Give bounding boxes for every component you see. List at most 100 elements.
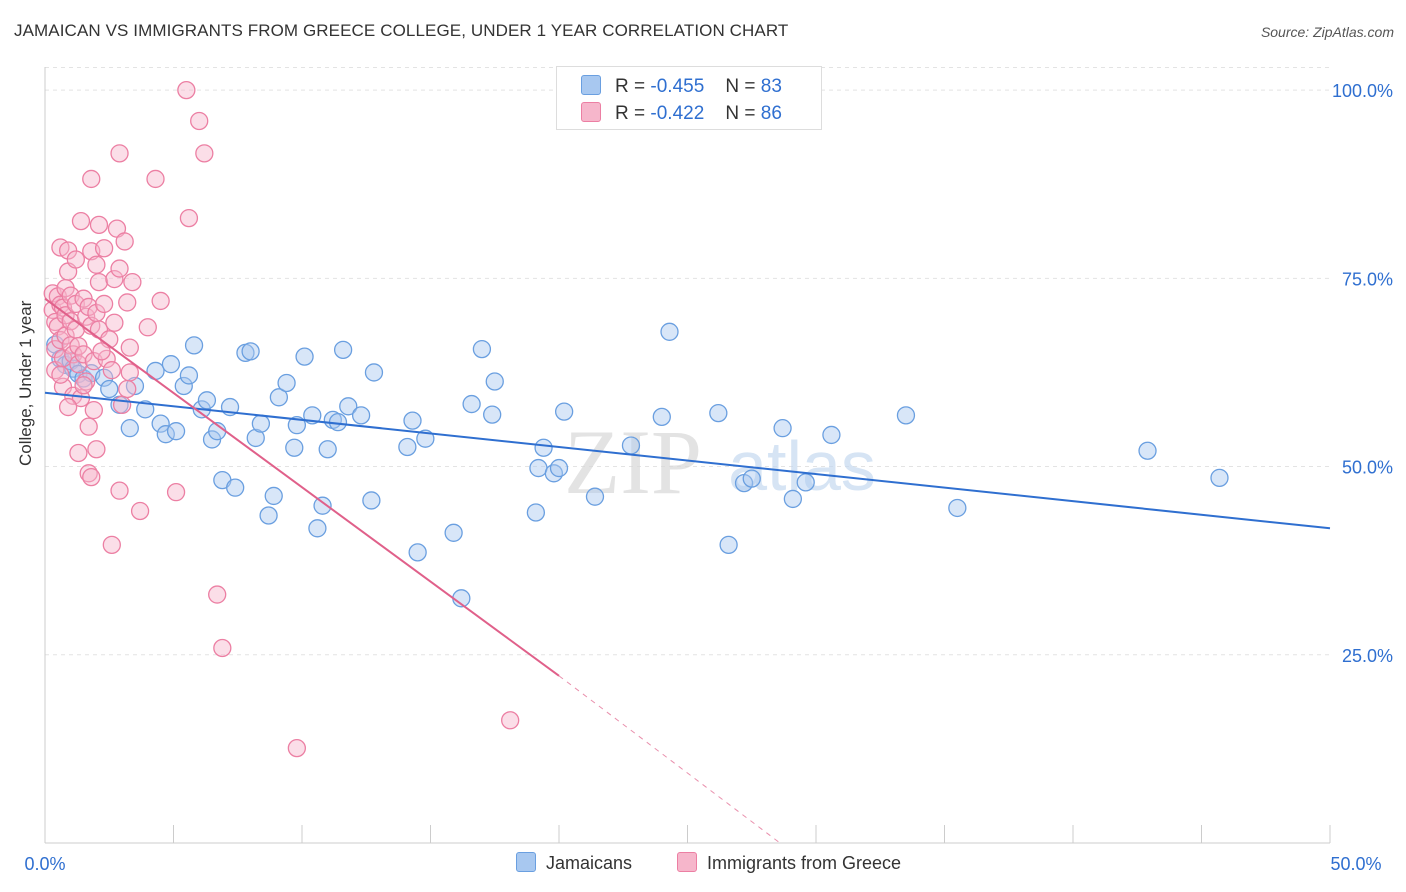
point-jamaicans bbox=[184, 336, 204, 355]
point-greece bbox=[71, 211, 91, 231]
tick-labels: 25.0% 50.0% 75.0% 100.0% 0.0% 50.0% bbox=[24, 81, 1393, 874]
point-jamaicans bbox=[251, 414, 271, 433]
point-greece bbox=[287, 738, 307, 758]
point-jamaicans bbox=[621, 436, 641, 455]
point-greece bbox=[118, 293, 137, 312]
point-greece bbox=[138, 318, 157, 337]
point-jamaicans bbox=[709, 403, 728, 423]
point-jamaicans bbox=[259, 506, 278, 525]
point-greece bbox=[84, 400, 103, 420]
point-jamaicans bbox=[333, 340, 353, 360]
point-greece bbox=[82, 169, 101, 189]
point-jamaicans bbox=[351, 406, 371, 425]
y-tick-label: 25.0% bbox=[1342, 646, 1393, 666]
point-jamaicans bbox=[796, 473, 815, 492]
point-jamaicans bbox=[313, 496, 332, 515]
point-jamaicans bbox=[179, 366, 199, 385]
legend-r-label: R = bbox=[615, 103, 646, 124]
point-jamaicans bbox=[403, 411, 422, 430]
point-greece bbox=[130, 501, 150, 521]
point-jamaicans bbox=[529, 458, 548, 478]
point-jamaicans bbox=[416, 429, 435, 448]
legend-r-value: -0.455 bbox=[650, 76, 705, 97]
point-greece bbox=[195, 144, 214, 163]
point-greece bbox=[166, 483, 186, 502]
point-greece bbox=[56, 326, 75, 345]
y-tick-label: 75.0% bbox=[1342, 269, 1393, 289]
legend-n-value: 83 bbox=[760, 76, 782, 97]
point-jamaicans bbox=[444, 523, 463, 542]
point-jamaicans bbox=[161, 355, 181, 374]
point-greece bbox=[179, 208, 199, 228]
point-jamaicans bbox=[544, 464, 564, 483]
point-greece bbox=[213, 638, 232, 658]
point-jamaicans bbox=[277, 373, 296, 393]
point-greece bbox=[115, 232, 134, 251]
point-jamaicans bbox=[364, 363, 384, 382]
legend-swatch-pink bbox=[581, 102, 601, 122]
source-label: Source: ZipAtlas.com bbox=[1260, 24, 1394, 40]
y-axis-label: College, Under 1 year bbox=[16, 300, 35, 466]
legend-row-jamaicans: R = -0.455 N = 83 bbox=[581, 75, 782, 99]
point-jamaicans bbox=[295, 347, 314, 366]
point-jamaicans bbox=[339, 397, 358, 416]
point-jamaicans bbox=[151, 414, 170, 433]
point-jamaicans bbox=[285, 438, 304, 457]
point-greece bbox=[51, 365, 70, 384]
point-greece bbox=[87, 440, 106, 459]
chart-title: JAMAICAN VS IMMIGRANTS FROM GREECE COLLE… bbox=[14, 21, 789, 40]
legend-n-label: N = bbox=[725, 103, 756, 124]
point-jamaicans bbox=[719, 535, 738, 555]
point-jamaicans bbox=[264, 486, 283, 506]
point-jamaicans bbox=[120, 419, 139, 438]
point-jamaicans bbox=[408, 543, 427, 562]
point-jamaicans bbox=[362, 491, 381, 510]
legend-swatch-blue bbox=[516, 852, 536, 872]
point-jamaicans bbox=[174, 376, 193, 396]
watermark-atlas: atlas bbox=[728, 427, 876, 505]
point-jamaicans bbox=[742, 469, 761, 488]
point-greece bbox=[94, 294, 114, 314]
point-jamaicans bbox=[146, 361, 165, 381]
point-greece bbox=[94, 239, 114, 258]
stats-legend: R = -0.455 N = 83 R = -0.422 N = 86 bbox=[556, 66, 822, 130]
point-jamaicans bbox=[269, 388, 289, 407]
y-tick-label: 100.0% bbox=[1332, 81, 1393, 101]
point-greece bbox=[110, 481, 129, 500]
point-jamaicans bbox=[398, 437, 417, 457]
point-greece bbox=[123, 272, 142, 292]
legend-r-value: -0.422 bbox=[650, 103, 705, 124]
point-jamaicans bbox=[94, 368, 114, 387]
point-greece bbox=[105, 313, 124, 332]
point-jamaicans bbox=[773, 419, 792, 438]
point-greece bbox=[66, 250, 85, 269]
trend-line-jamaicans bbox=[44, 391, 1331, 530]
point-jamaicans bbox=[534, 438, 553, 457]
point-jamaicans bbox=[287, 415, 307, 435]
point-jamaicans bbox=[1138, 441, 1157, 460]
trend-line-greece bbox=[44, 297, 560, 677]
legend-swatch-pink bbox=[677, 852, 697, 872]
point-greece bbox=[110, 144, 129, 163]
point-greece bbox=[208, 585, 227, 604]
point-jamaicans bbox=[318, 440, 337, 459]
legend-item-greece: Immigrants from Greece bbox=[677, 852, 901, 874]
point-greece bbox=[110, 259, 129, 278]
point-jamaicans bbox=[136, 400, 155, 419]
point-greece bbox=[69, 355, 88, 374]
legend-r-label: R = bbox=[615, 76, 646, 97]
point-jamaicans bbox=[241, 342, 260, 361]
point-jamaicans bbox=[526, 503, 546, 522]
point-jamaicans bbox=[100, 379, 119, 399]
x-tick-label: 50.0% bbox=[1330, 854, 1381, 874]
point-greece bbox=[74, 376, 93, 395]
point-greece bbox=[89, 272, 109, 292]
gridlines bbox=[45, 67, 1330, 656]
legend-label-jamaicans: Jamaicans bbox=[546, 853, 633, 873]
y-tick-label: 50.0% bbox=[1342, 458, 1393, 478]
point-greece bbox=[102, 361, 121, 380]
legend-label-greece: Immigrants from Greece bbox=[707, 853, 902, 873]
legend-swatch-blue bbox=[581, 75, 601, 95]
axes bbox=[44, 67, 1331, 844]
point-greece bbox=[92, 342, 111, 361]
